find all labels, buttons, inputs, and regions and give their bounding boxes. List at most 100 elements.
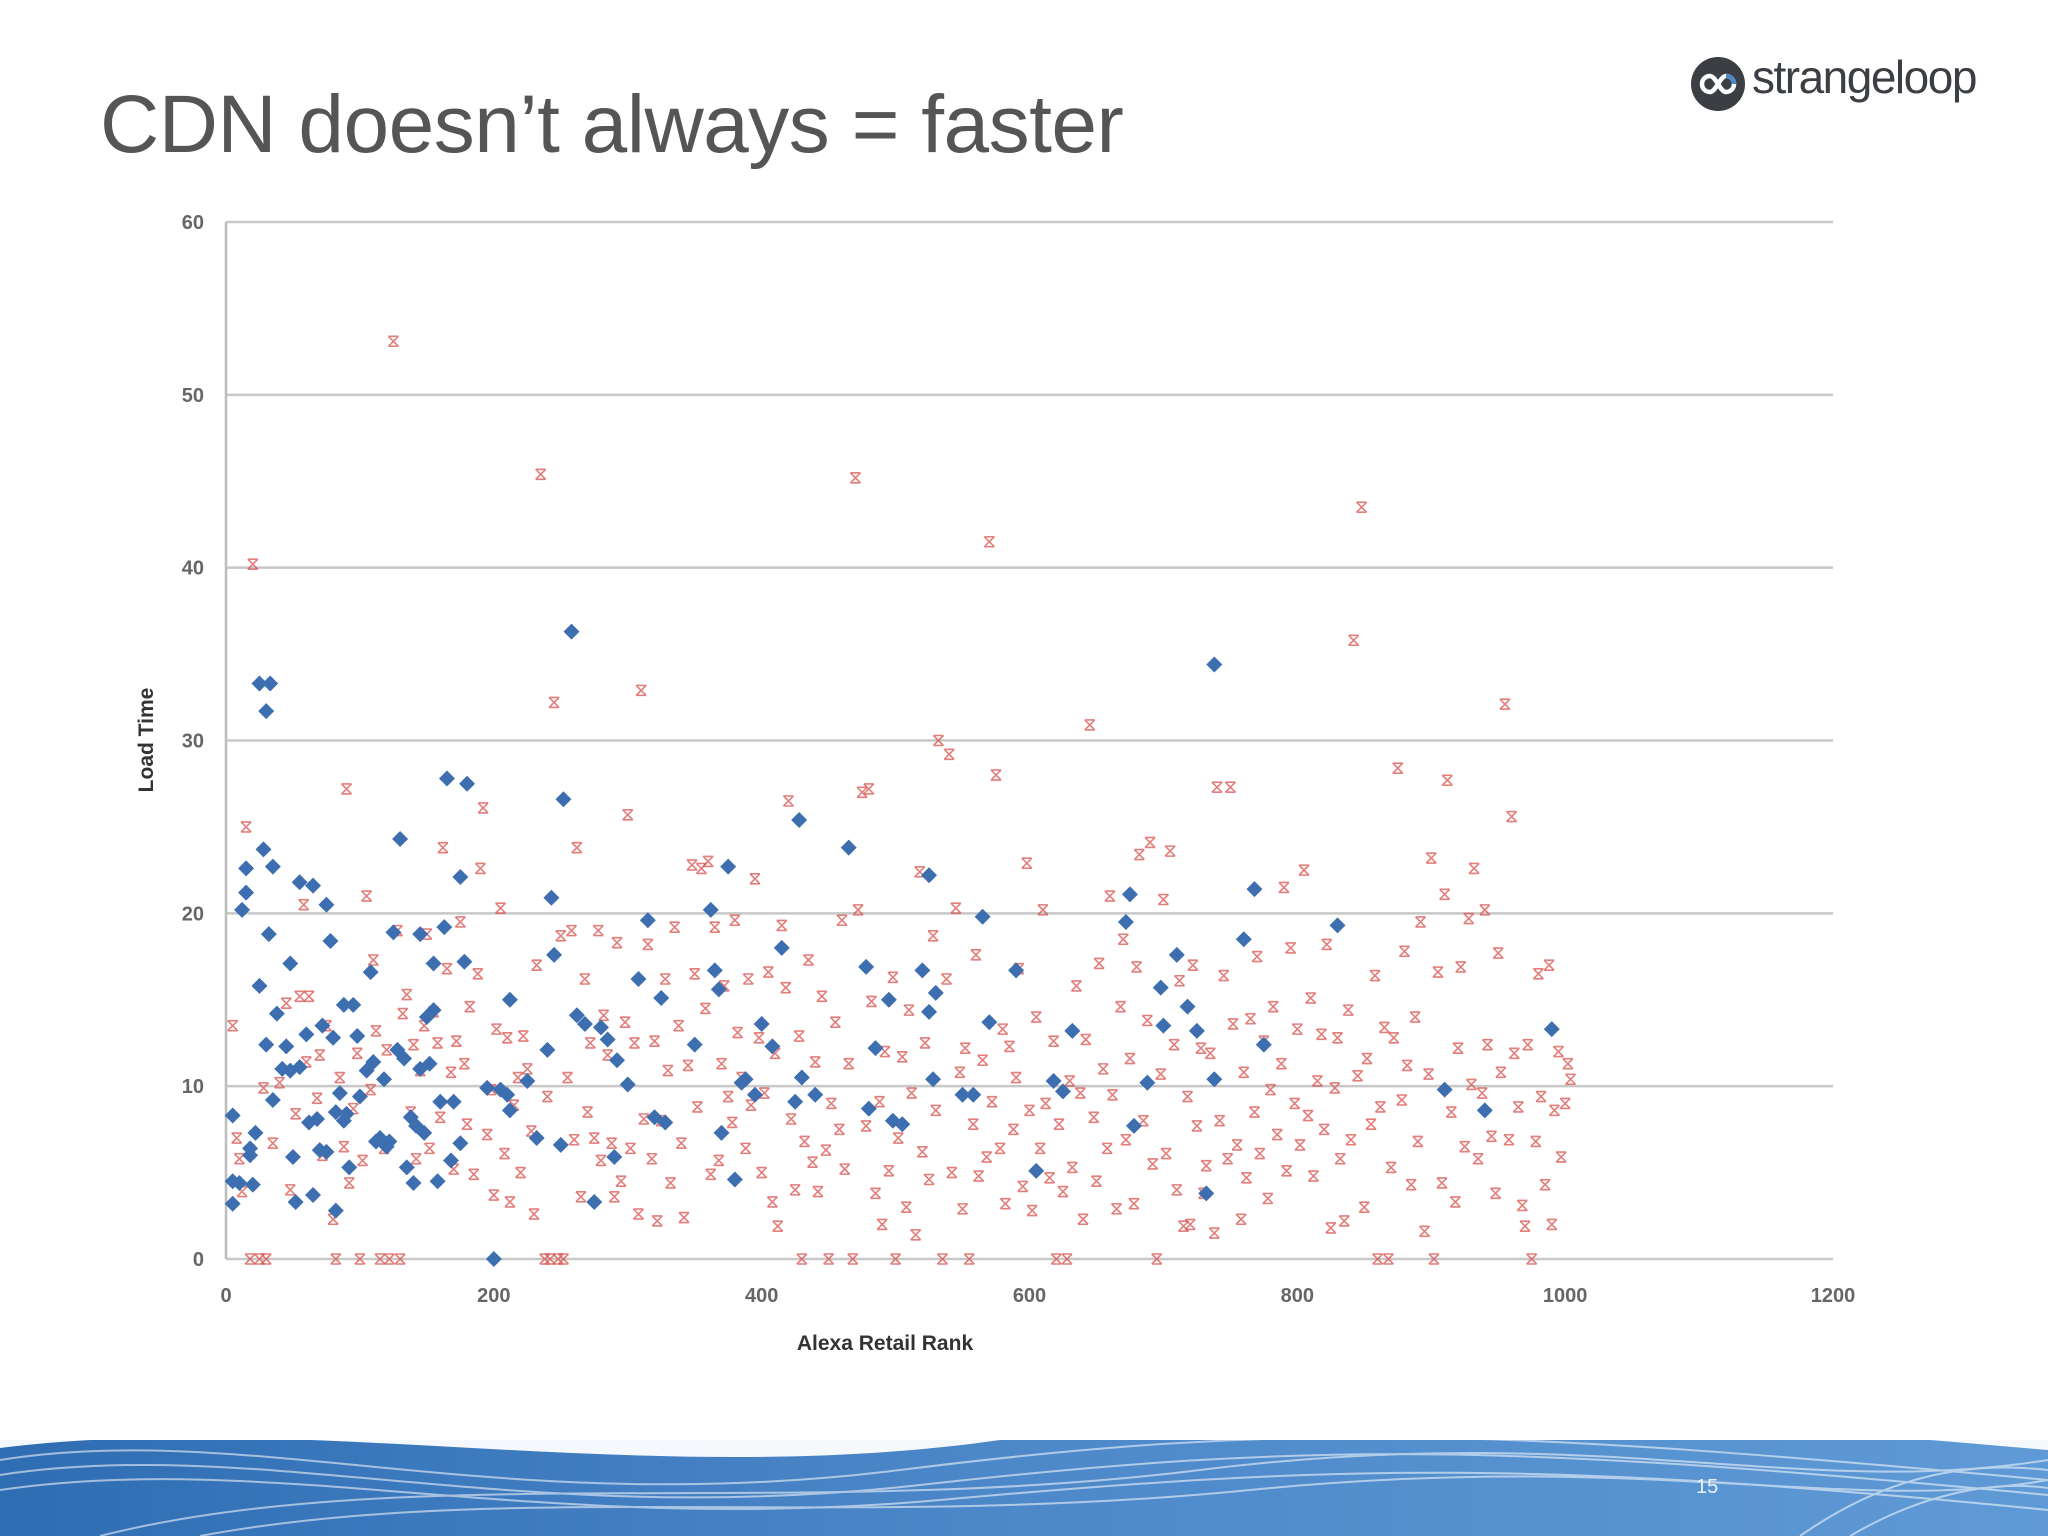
- data-point-asterisk: [1191, 1120, 1203, 1132]
- data-point-asterisk: [745, 1099, 757, 1111]
- data-point-diamond: [1206, 656, 1223, 673]
- data-point-asterisk: [1455, 961, 1467, 973]
- data-point-asterisk: [1204, 1047, 1216, 1060]
- data-point-asterisk: [284, 1184, 296, 1196]
- data-point-asterisk: [1124, 1052, 1136, 1065]
- data-point-asterisk: [464, 1000, 476, 1013]
- data-point-asterisk: [1548, 1104, 1561, 1117]
- data-point-asterisk: [1516, 1199, 1528, 1212]
- y-tick-label: 50: [182, 385, 204, 407]
- data-point-asterisk: [887, 971, 899, 984]
- data-point-asterisk: [1338, 1215, 1350, 1227]
- data-point-asterisk: [458, 1057, 470, 1070]
- data-point-asterisk: [1492, 947, 1504, 959]
- data-point-asterisk: [1325, 1222, 1337, 1234]
- x-tick-label: 200: [477, 1285, 510, 1307]
- data-point-asterisk: [900, 1201, 912, 1213]
- data-point-asterisk: [1240, 1171, 1253, 1184]
- data-point-asterisk: [1311, 1075, 1323, 1087]
- data-point-asterisk: [294, 990, 306, 1003]
- data-point-asterisk: [598, 1009, 610, 1022]
- data-point-asterisk: [561, 1071, 574, 1084]
- data-point-asterisk: [1147, 1158, 1159, 1170]
- data-point-diamond: [242, 1140, 259, 1157]
- data-point-asterisk: [930, 1104, 942, 1117]
- data-point-diamond: [793, 1069, 810, 1086]
- data-point-asterisk: [1388, 1031, 1400, 1044]
- data-point-asterisk: [1026, 1204, 1038, 1217]
- y-tick-label: 30: [182, 731, 204, 753]
- y-tick-label: 20: [182, 903, 204, 925]
- data-point-asterisk: [512, 1071, 524, 1084]
- data-point-diamond: [396, 1050, 413, 1067]
- data-point-asterisk: [1503, 1133, 1515, 1146]
- data-point-asterisk: [1425, 852, 1437, 864]
- data-point-diamond: [592, 1019, 609, 1036]
- data-point-asterisk: [367, 954, 379, 966]
- data-point-asterisk: [675, 1137, 687, 1150]
- data-point-diamond: [606, 1149, 623, 1166]
- data-point-asterisk: [1378, 1021, 1390, 1034]
- data-point-asterisk: [1285, 942, 1297, 954]
- data-point-asterisk: [762, 966, 774, 978]
- data-point-asterisk: [568, 1133, 580, 1146]
- data-point-asterisk: [582, 1106, 594, 1118]
- data-point-asterisk: [1489, 1187, 1502, 1200]
- data-point-asterisk: [274, 1076, 286, 1089]
- data-point-asterisk: [1315, 1028, 1328, 1041]
- data-point-asterisk: [521, 1063, 533, 1075]
- data-point-asterisk: [314, 1049, 326, 1061]
- infinity-loop-icon: [1691, 57, 1745, 111]
- data-point-asterisk: [340, 783, 353, 795]
- data-point-asterisk: [1452, 1042, 1464, 1054]
- data-point-asterisk: [544, 1253, 556, 1265]
- data-point-asterisk: [1200, 1159, 1212, 1172]
- data-point-asterisk: [638, 1113, 650, 1125]
- data-point-asterisk: [860, 1120, 872, 1132]
- data-point-asterisk: [1401, 1059, 1413, 1072]
- data-point-asterisk: [1318, 1123, 1330, 1136]
- data-point-asterisk: [1235, 1213, 1247, 1226]
- data-point-diamond: [713, 1124, 730, 1141]
- data-point-diamond: [385, 924, 402, 941]
- data-point-asterisk: [769, 1047, 781, 1060]
- data-point-asterisk: [1281, 1165, 1293, 1177]
- data-point-asterisk: [686, 859, 698, 871]
- data-point-asterisk: [1017, 1180, 1029, 1193]
- data-point-asterisk: [450, 1035, 462, 1048]
- strangeloop-logo: strangeloop: [1690, 50, 1980, 114]
- data-point-asterisk: [863, 783, 875, 795]
- data-point-asterisk: [290, 1108, 302, 1120]
- data-point-asterisk: [370, 1025, 382, 1037]
- data-point-diamond: [341, 1159, 358, 1176]
- data-point-asterisk: [539, 1253, 551, 1265]
- data-point-asterisk: [1372, 1253, 1384, 1265]
- data-point-asterisk: [381, 1044, 393, 1056]
- data-point-diamond: [539, 1041, 556, 1058]
- data-point-diamond: [981, 1014, 998, 1031]
- data-point-asterisk: [347, 1102, 359, 1115]
- data-point-asterisk: [1546, 1218, 1558, 1231]
- data-point-asterisk: [873, 1095, 886, 1108]
- data-point-asterisk: [1090, 1175, 1103, 1188]
- data-point-diamond: [1125, 1117, 1142, 1134]
- data-point-asterisk: [702, 855, 714, 868]
- data-point-diamond: [287, 1193, 304, 1210]
- data-point-diamond: [234, 901, 251, 918]
- data-point-diamond: [1188, 1022, 1205, 1039]
- data-point-diamond: [840, 839, 857, 856]
- data-point-asterisk: [300, 1056, 312, 1068]
- data-point-asterisk: [946, 1166, 958, 1179]
- data-point-asterisk: [1441, 774, 1453, 787]
- data-point-asterisk: [869, 1187, 882, 1200]
- data-point-asterisk: [695, 862, 707, 875]
- data-point-asterisk: [394, 1253, 406, 1265]
- data-point-asterisk: [1208, 1227, 1220, 1239]
- data-point-diamond: [546, 946, 563, 963]
- data-point-asterisk: [231, 1132, 243, 1144]
- data-point-asterisk: [1543, 959, 1555, 971]
- data-point-asterisk: [825, 1097, 837, 1110]
- data-point-asterisk: [247, 558, 259, 571]
- data-point-asterisk: [1181, 1090, 1194, 1103]
